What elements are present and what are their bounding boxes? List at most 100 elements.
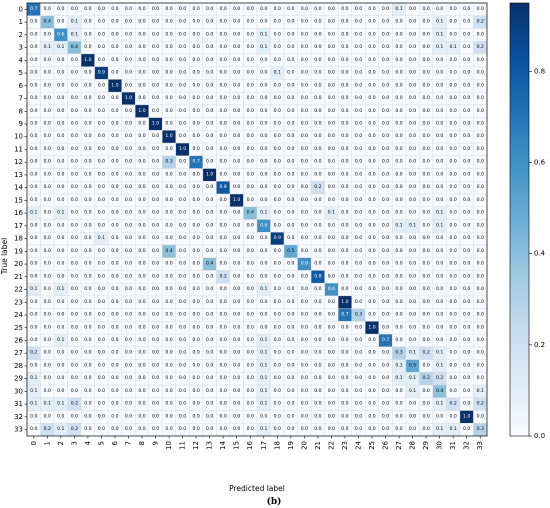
cell-value-label: 0.1 [395,222,402,228]
cell-value-label: 0.0 [165,6,172,12]
cell-value-label: 0.0 [477,95,484,101]
cell-value-label: 0.0 [98,350,105,356]
cell-value-label: 0.0 [179,286,186,292]
cell-value-label: 0.0 [477,286,484,292]
cell-value-label: 0.0 [355,120,362,126]
cell-value-label: 0.0 [382,299,389,305]
cell-value-label: 0.1 [436,401,443,407]
cell-value-label: 0.0 [138,350,145,356]
cell-value-label: 0.1 [57,401,64,407]
cell-value-label: 0.0 [355,57,362,63]
cell-value-label: 0.0 [355,248,362,254]
cell-value-label: 0.0 [138,401,145,407]
cell-value-label: 0.0 [355,82,362,88]
cell-value-label: 0.0 [44,350,51,356]
cell-value-label: 0.0 [422,401,429,407]
y-axis-label: True label [0,238,9,275]
y-tick-label: 11 [14,145,23,153]
cell-value-label: 0.0 [328,362,335,368]
cell-value-label: 0.0 [247,171,254,177]
cell-value-label: 0.0 [192,146,199,152]
cell-value-label: 0.0 [422,120,429,126]
x-tick-label: 16 [246,440,254,449]
cell-value-label: 0.0 [165,324,172,330]
cell-value-label: 1.0 [165,133,172,139]
cell-value-label: 0.0 [206,222,213,228]
cell-value-label: 0.1 [30,375,37,381]
cell-value-label: 0.0 [287,235,294,241]
cell-value-label: 0.6 [301,261,308,267]
cell-value-label: 0.0 [355,401,362,407]
cell-value-label: 0.0 [30,413,37,419]
cell-value-label: 0.0 [179,350,186,356]
cell-value-label: 0.0 [44,184,51,190]
cell-value-label: 0.0 [71,350,78,356]
cell-value-label: 0.0 [111,299,118,305]
cell-value-label: 0.0 [301,299,308,305]
cell-value-label: 0.0 [314,312,321,318]
cell-value-label: 0.0 [233,120,240,126]
x-tick-label: 33 [476,441,484,450]
cell-value-label: 0.0 [409,171,416,177]
cell-value-label: 0.0 [355,426,362,432]
cell-value-label: 0.0 [422,248,429,254]
cell-value-label: 0.0 [368,426,375,432]
y-tick-label: 28 [14,362,23,370]
cell-value-label: 0.0 [463,19,470,25]
cell-value-label: 0.0 [314,375,321,381]
cell-value-label: 0.0 [463,401,470,407]
cell-value-label: 0.0 [314,197,321,203]
cell-value-label: 0.0 [44,159,51,165]
cell-value-label: 0.0 [341,261,348,267]
cell-value-label: 0.0 [125,57,132,63]
cell-value-label: 0.0 [84,120,91,126]
cell-value-label: 0.0 [71,312,78,318]
cell-value-label: 0.0 [44,312,51,318]
cell-value-label: 0.0 [477,159,484,165]
cell-value-label: 0.0 [395,159,402,165]
cell-value-label: 0.1 [436,31,443,37]
colorbar-tick-label: 0.8 [534,67,545,75]
cell-value-label: 0.0 [287,375,294,381]
cell-value-label: 0.0 [382,44,389,50]
cell-value-label: 0.0 [368,375,375,381]
cell-value-label: 0.0 [287,159,294,165]
cell-value-label: 0.0 [152,324,159,330]
cell-value-label: 0.0 [341,171,348,177]
cell-value-label: 0.0 [125,120,132,126]
cell-value-label: 0.0 [355,146,362,152]
cell-value-label: 0.0 [125,146,132,152]
cell-value-label: 0.0 [192,261,199,267]
cell-value-label: 0.0 [179,184,186,190]
cell-value-label: 0.0 [314,261,321,267]
cell-value-label: 0.0 [477,82,484,88]
cell-value-label: 0.0 [152,350,159,356]
cell-value-label: 0.6 [260,222,267,228]
cell-value-label: 0.0 [409,57,416,63]
x-tick-label: 7 [124,441,132,445]
cell-value-label: 0.1 [44,44,51,50]
x-tick-label: 31 [449,441,457,450]
y-tick-label: 22 [14,286,23,294]
cell-value-label: 0.0 [314,337,321,343]
cell-value-label: 0.0 [314,171,321,177]
cell-value-label: 0.0 [382,82,389,88]
cell-value-label: 0.0 [395,324,402,330]
cell-value-label: 0.0 [274,210,281,216]
cell-value-label: 0.0 [422,299,429,305]
cell-value-label: 0.0 [57,146,64,152]
cell-value-label: 0.0 [192,388,199,394]
cell-value-label: 0.0 [368,171,375,177]
cell-value-label: 0.0 [247,401,254,407]
cell-value-label: 0.1 [260,44,267,50]
cell-value-label: 0.0 [98,184,105,190]
cell-value-label: 0.2 [477,401,484,407]
cell-value-label: 0.0 [260,324,267,330]
cell-value-label: 0.0 [382,273,389,279]
cell-value-label: 0.0 [98,222,105,228]
cell-value-label: 0.0 [477,413,484,419]
y-tick-label: 14 [14,184,23,192]
cell-value-label: 0.0 [274,350,281,356]
cell-value-label: 0.0 [287,261,294,267]
cell-value-label: 0.0 [422,159,429,165]
